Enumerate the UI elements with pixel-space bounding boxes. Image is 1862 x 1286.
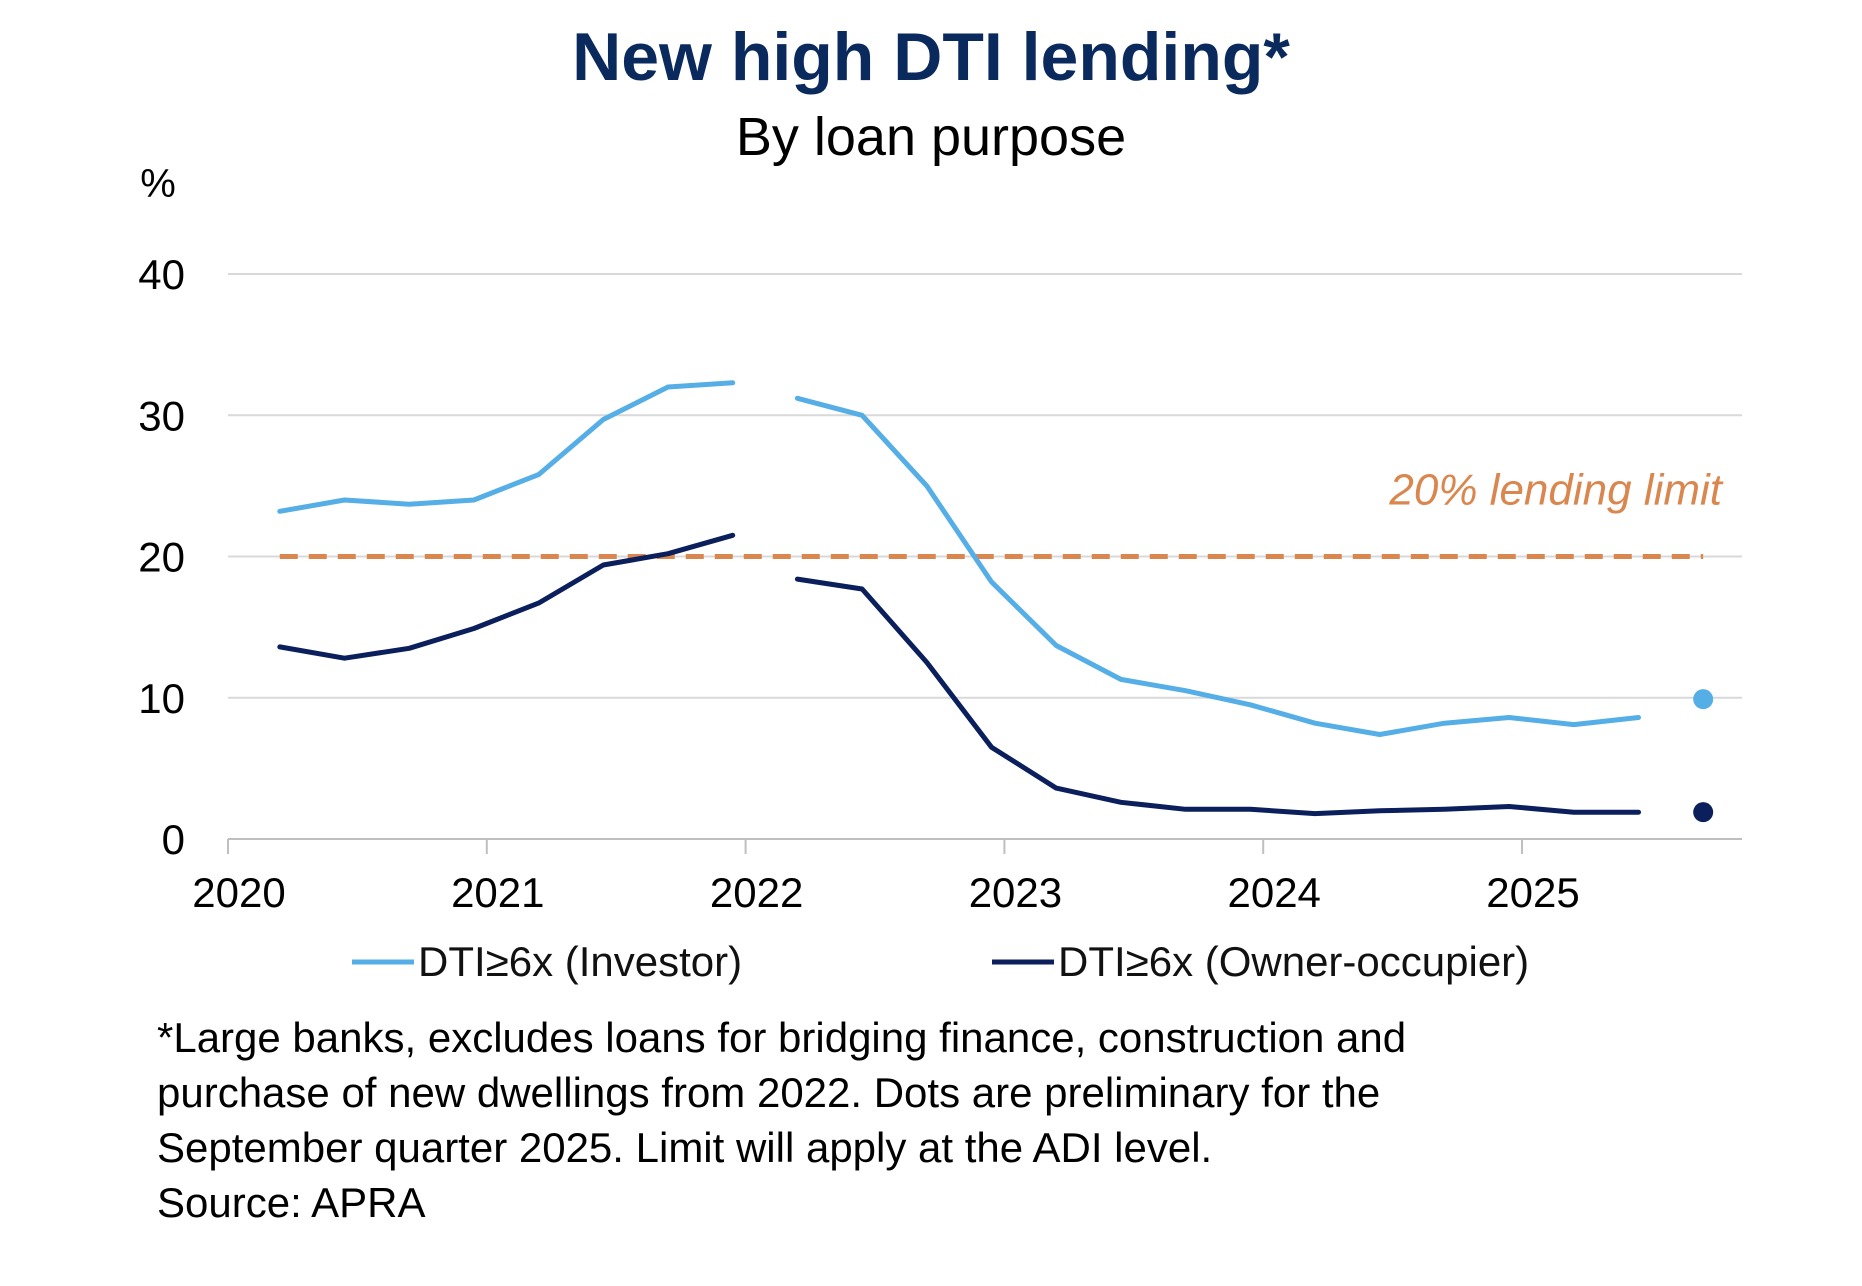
x-tick-label: 2025 (1486, 869, 1579, 916)
legend-label-owner-occupier: DTI≥6x (Owner-occupier) (1058, 938, 1529, 985)
legend: DTI≥6x (Investor) DTI≥6x (Owner-occupier… (352, 938, 1529, 985)
legend-label-investor: DTI≥6x (Investor) (418, 938, 742, 985)
series-line-investor-segment-1 (277, 380, 736, 514)
y-axis-unit: % (140, 162, 176, 206)
source-note: Source: APRA (157, 1179, 425, 1226)
x-tick-label: 2024 (1227, 869, 1320, 916)
x-tick-label: 2022 (710, 869, 803, 916)
footnote-line-3: September quarter 2025. Limit will apply… (157, 1124, 1212, 1171)
footnote: *Large banks, excludes loans for bridgin… (157, 1014, 1406, 1226)
x-tick-label: 2021 (451, 869, 544, 916)
series-line-owner-occupier-segment-1 (277, 532, 736, 661)
series-line-investor-segment-2 (794, 395, 1641, 737)
y-tick-label: 30 (138, 392, 185, 439)
series (277, 380, 1714, 823)
footnote-line-2: purchase of new dwellings from 2022. Dot… (157, 1069, 1380, 1116)
x-tick-label: 2020 (192, 869, 285, 916)
chart-title: New high DTI lending* (572, 19, 1290, 95)
series-line-owner-occupier-segment-2 (794, 576, 1641, 817)
lending-limit: 20% lending limit (279, 466, 1724, 559)
preliminary-dot-investor (1693, 689, 1714, 710)
lending-limit-label: 20% lending limit (1388, 466, 1723, 515)
y-tick-label: 40 (138, 251, 185, 298)
preliminary-dot-owner-occupier (1693, 802, 1714, 823)
y-tick-label: 0 (162, 816, 185, 863)
y-tick-label: 20 (138, 534, 185, 581)
footnote-line-1: *Large banks, excludes loans for bridgin… (157, 1014, 1406, 1061)
x-tick-label: 2023 (969, 869, 1062, 916)
y-tick-label: 10 (138, 675, 185, 722)
chart-subtitle: By loan purpose (736, 107, 1126, 167)
y-axis-ticks: 0 10 20 30 40 (138, 251, 185, 863)
gridlines (228, 273, 1742, 699)
x-axis-ticks: 2020 2021 2022 2023 2024 2025 (192, 839, 1580, 916)
